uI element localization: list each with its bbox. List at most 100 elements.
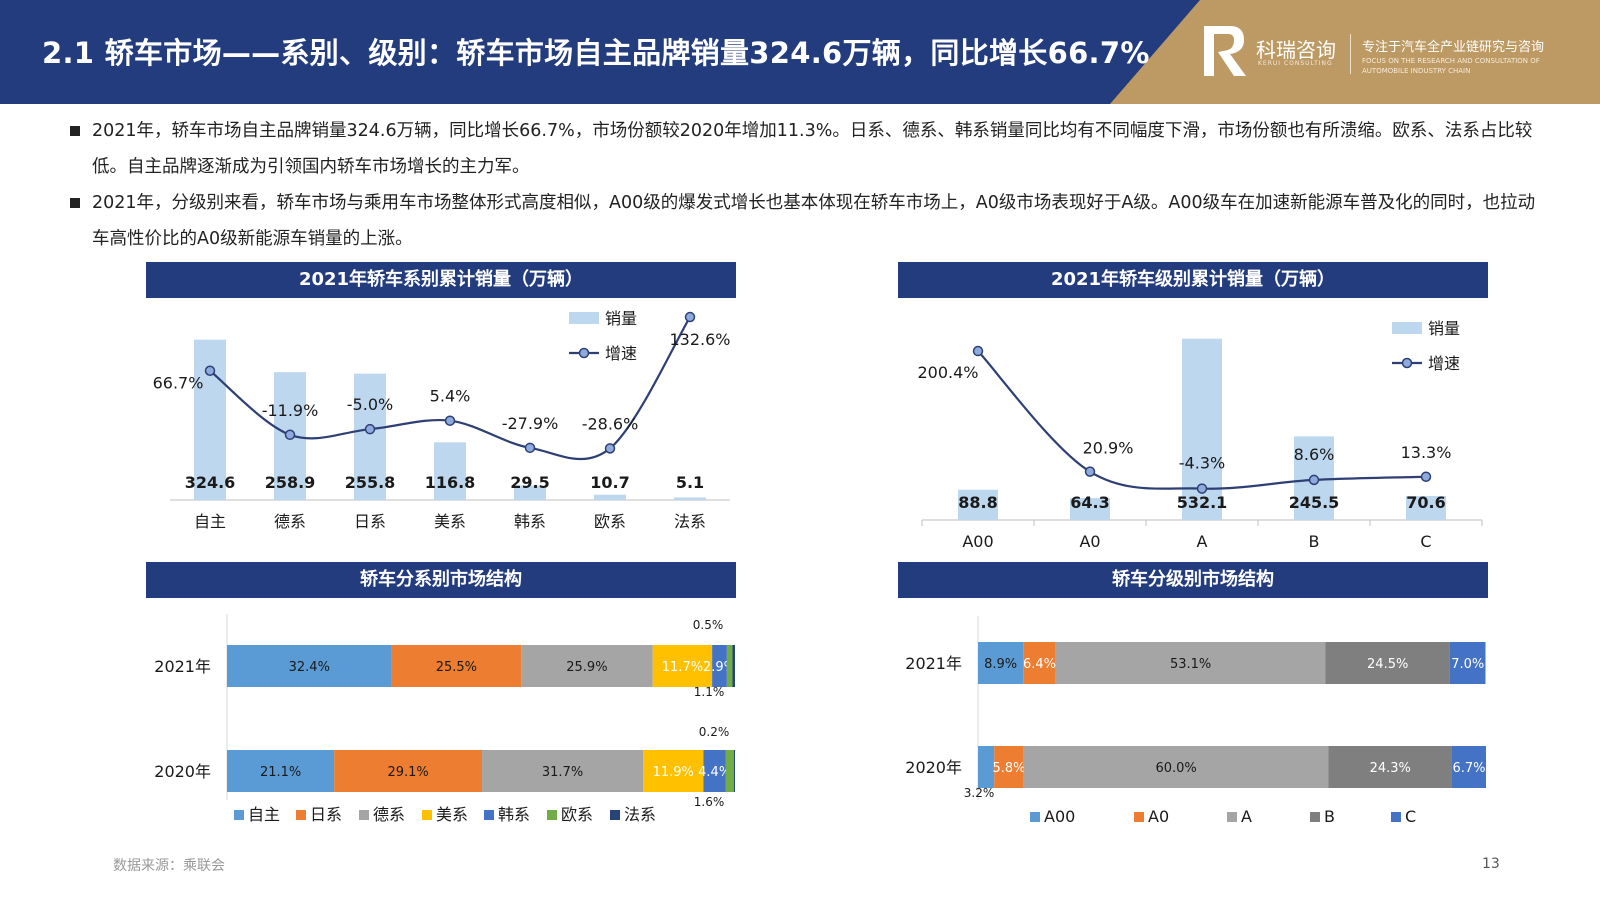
segment-value-label: 32.4%: [289, 660, 330, 675]
bar-value-label: 245.5: [1289, 493, 1340, 512]
segment-value-label: 1.6%: [694, 795, 725, 809]
bar-value-label: 255.8: [345, 473, 396, 492]
legend-swatch: [484, 810, 494, 820]
stack-segment: [994, 746, 1024, 788]
segment-value-label: 31.7%: [542, 765, 583, 780]
x-tick-label: B: [1309, 532, 1320, 551]
legend-label-sales: 销量: [605, 309, 637, 328]
segment-value-label: 1.1%: [694, 685, 725, 699]
growth-point: [1420, 471, 1432, 483]
legend-label-sales: 销量: [1428, 319, 1460, 338]
bar-value-label: 116.8: [425, 473, 476, 492]
chart-title-class-structure: 轿车分级别市场结构: [898, 562, 1488, 598]
kerui-logo-icon: [1204, 26, 1246, 76]
logo-subtext: KERUI CONSULTING: [1258, 60, 1333, 67]
growth-point: [444, 415, 456, 426]
stack-segment: [334, 750, 483, 792]
row-label: 2020年: [154, 762, 211, 781]
logo-divider: [1350, 34, 1351, 74]
x-tick-label: A: [1197, 532, 1208, 551]
growth-point: [604, 443, 616, 454]
segment-value-label: 11.7%: [662, 660, 703, 675]
stack-segment: [1023, 642, 1056, 684]
legend-label: B: [1324, 807, 1335, 826]
row-label: 2021年: [154, 657, 211, 676]
data-source: 数据来源：乘联会: [113, 858, 225, 874]
legend-swatch: [422, 810, 432, 820]
segment-value-label: 53.1%: [1170, 657, 1211, 672]
growth-value-label: -5.0%: [347, 395, 393, 414]
growth-value-label: 66.7%: [153, 374, 204, 393]
bar-value-label: 70.6: [1406, 493, 1445, 512]
stack-segment: [1449, 642, 1486, 684]
growth-point: [204, 365, 216, 376]
legend-swatch: [234, 810, 244, 820]
chart-title-series-sales: 2021年轿车系别累计销量（万辆）: [146, 262, 736, 298]
segment-value-label: 6.7%: [1452, 761, 1485, 776]
bar-value-label: 10.7: [590, 473, 629, 492]
legend-swatch: [1310, 812, 1320, 822]
legend-label: A: [1241, 807, 1252, 826]
bar-value-label: 64.3: [1070, 493, 1109, 512]
segment-value-label: 29.1%: [387, 765, 428, 780]
stack-segment: [391, 645, 522, 687]
x-tick-label: 日系: [354, 512, 386, 531]
legend-swatch: [1030, 812, 1040, 822]
stack-segment: [1451, 746, 1486, 788]
stack-segment: [521, 645, 653, 687]
segment-value-label: 25.9%: [566, 660, 607, 675]
x-tick-label: A0: [1079, 532, 1100, 551]
growth-point: [684, 311, 696, 323]
segment-value-label: 0.5%: [693, 618, 724, 632]
bar-value-label: 29.5: [510, 473, 549, 492]
bar-sales: [958, 489, 998, 520]
growth-point: [1196, 483, 1208, 494]
legend-label: 日系: [310, 805, 342, 824]
stack-segment: [1325, 642, 1450, 684]
growth-point: [524, 442, 536, 454]
x-tick-label: 韩系: [514, 512, 546, 531]
x-tick-label: 欧系: [594, 512, 626, 531]
legend-label: 自主: [248, 805, 280, 824]
bullet-item: 2021年，轿车市场自主品牌销量324.6万辆，同比增长66.7%，市场份额较2…: [68, 113, 1538, 185]
segment-value-label: 21.1%: [260, 765, 301, 780]
bullet-item: 2021年，分级别来看，轿车市场与乘用车市场整体形式高度相似，A00级的爆发式增…: [68, 185, 1538, 257]
stack-segment: [1023, 746, 1329, 788]
stack-segment: [1055, 642, 1326, 684]
legend-label: 韩系: [498, 805, 530, 824]
segment-value-label: 4.4%: [698, 765, 731, 780]
x-tick-label: C: [1420, 532, 1431, 551]
growth-value-label: 8.6%: [1294, 445, 1335, 464]
stack-segment: [643, 750, 704, 792]
stack-segment: [227, 750, 335, 792]
legend-marker-growth: [578, 347, 590, 359]
bar-sales: [354, 373, 386, 500]
stack-segment: [978, 746, 995, 788]
legend-swatch: [1134, 812, 1144, 822]
slogan-en: FOCUS ON THE RESEARCH AND CONSULTATION O…: [1362, 57, 1540, 75]
segment-value-label: 7.0%: [1451, 657, 1484, 672]
stack-segment: [978, 642, 1024, 684]
stack-segment: [227, 645, 392, 687]
stack-segment: [725, 750, 734, 792]
bar-sales: [674, 497, 706, 500]
bar-sales: [1406, 495, 1446, 520]
bullet-square-icon: [70, 126, 80, 136]
bullet-text: 2021年，分级别来看，轿车市场与乘用车市场整体形式高度相似，A00级的爆发式增…: [92, 193, 1536, 249]
segment-value-label: 11.9%: [653, 765, 694, 780]
x-tick-label: 美系: [434, 512, 466, 531]
stack-segment: [652, 645, 713, 687]
bar-value-label: 532.1: [1177, 493, 1228, 512]
growth-point: [972, 345, 984, 357]
legend-label-growth: 增速: [1428, 354, 1460, 373]
bar-value-label: 88.8: [958, 493, 997, 512]
chart-title-class-sales: 2021年轿车级别累计销量（万辆）: [898, 262, 1488, 298]
legend-swatch: [610, 810, 620, 820]
legend-label: 美系: [436, 805, 468, 824]
segment-value-label: 3.2%: [964, 786, 995, 800]
growth-value-label: -28.6%: [582, 414, 639, 433]
header-gold-band: [1110, 0, 1600, 104]
